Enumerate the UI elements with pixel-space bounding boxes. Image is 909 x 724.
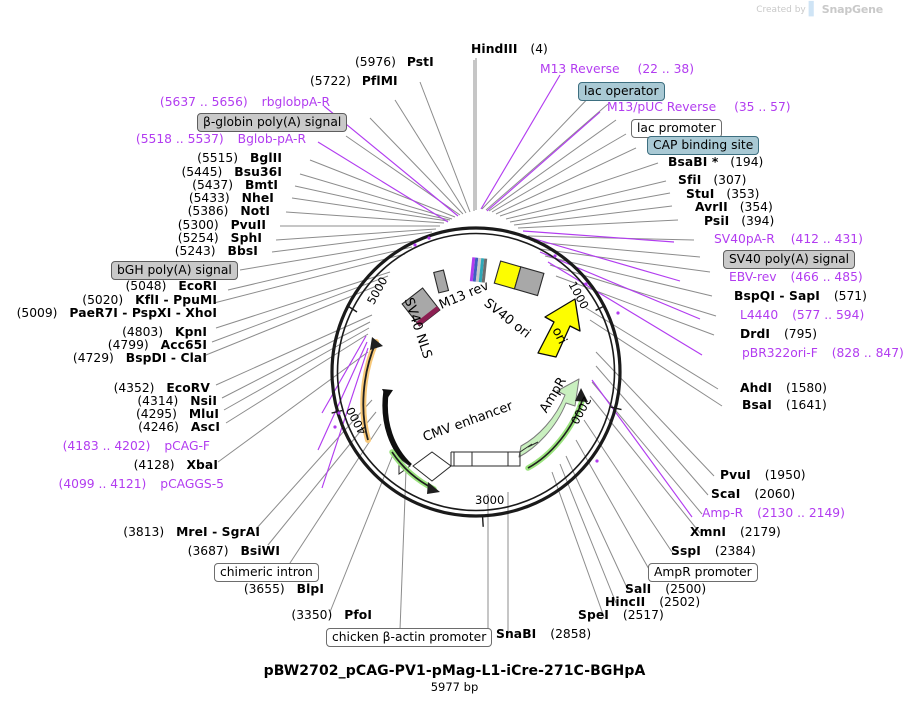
- label-PvuI: PvuI (1950): [720, 468, 806, 482]
- plasmid-backbone: [330, 226, 622, 518]
- label-StuI: StuI (353): [686, 187, 760, 201]
- feature-sv40-ori-block: [493, 260, 545, 297]
- label-M13-Reverse: M13 Reverse (22 .. 38): [540, 62, 695, 76]
- label-SphI: (5254) SphI: [177, 231, 262, 245]
- label-rbglobpA-R: (5637 .. 5656) rbglobpA-R: [159, 95, 330, 109]
- label-HindIII: HindIII (4): [471, 42, 548, 56]
- label-NotI: (5386) NotI: [187, 204, 270, 218]
- feature-ampr: [518, 378, 588, 471]
- snapgene-logo-icon: ▌: [808, 2, 819, 17]
- scale-ticks: [331, 304, 622, 527]
- feature-box-sv40-polyA-signal: SV40 poly(A) signal: [723, 250, 856, 269]
- feature-box-chimeric-intron: chimeric intron: [214, 563, 319, 582]
- feature-box-cap-binding-site: CAP binding site: [647, 136, 760, 155]
- label-PfoI: (3350) PfoI: [291, 608, 372, 622]
- label-MluI: (4295) MluI: [136, 407, 219, 421]
- plasmid-size: 5977 bp: [430, 680, 479, 694]
- label-BsiWI: (3687) BsiWI: [187, 544, 280, 558]
- label-pBR322ori-F: pBR322ori-F (828 .. 847): [742, 346, 904, 360]
- label-pCAG-F: (4183 .. 4202) pCAG-F: [62, 439, 210, 453]
- label-NheI: (5433) NheI: [188, 191, 274, 205]
- watermark-prefix: Created by: [756, 4, 806, 15]
- feature-box-lac-operator: lac operator: [578, 82, 665, 101]
- feature-box-ampr-promoter: AmpR promoter: [648, 563, 758, 582]
- label-SV40pA-R: SV40pA-R (412 .. 431): [714, 232, 863, 246]
- label-PstI: (5976) PstI: [355, 55, 434, 69]
- feature-promoter-line: [398, 441, 539, 482]
- label-Amp-R: Amp-R (2130 .. 2149): [702, 506, 845, 520]
- label-Bglob-pA-R: (5518 .. 5537) Bglob-pA-R: [135, 132, 306, 146]
- label-SalI: SalI (2500): [625, 582, 707, 596]
- snapgene-watermark: Created by ▌ SnapGene: [756, 3, 883, 16]
- feature-arrow-green-left: [389, 449, 440, 494]
- label-KpnI: (4803) KpnI: [122, 325, 207, 339]
- label-BglII: (5515) BglII: [197, 151, 282, 165]
- label-HincII: HincII (2502): [605, 595, 701, 609]
- label-BsaI: BsaI (1641): [742, 398, 827, 412]
- feature-box-bgh-polyA-signal: bGH poly(A) signal: [111, 261, 238, 280]
- label-PaeR7I-PspXI-XhoI: (5009) PaeR7I - PspXI - XhoI: [16, 306, 217, 320]
- label-AvrII: AvrII (354): [695, 200, 773, 214]
- label-NsiI: (4314) NsiI: [137, 394, 217, 408]
- label-BlpI: (3655) BlpI: [243, 582, 324, 596]
- label-ScaI: ScaI (2060): [711, 487, 796, 501]
- scale-tick-3000: 3000: [475, 493, 505, 507]
- label-XmnI: XmnI (2179): [690, 525, 781, 539]
- feature-mcs-bars: [469, 257, 488, 283]
- label-EcoRV: (4352) EcoRV: [113, 381, 210, 395]
- label-BspQI-SapI: BspQI - SapI (571): [734, 289, 867, 303]
- feature-box-beta-globin-polyA-signal: β-globin poly(A) signal: [197, 113, 348, 132]
- label-SpeI: SpeI (2517): [578, 608, 664, 622]
- label-BspDI-ClaI: (4729) BspDI - ClaI: [72, 351, 207, 365]
- label-SnaBI: SnaBI (2858): [496, 627, 592, 641]
- label-pCAGGS-5: (4099 .. 4121) pCAGGS-5: [58, 477, 224, 491]
- label-SfiI: SfiI (307): [678, 173, 747, 187]
- label-PflMI: (5722) PflMI: [310, 74, 398, 88]
- label-MreI-SgrAI: (3813) MreI - SgrAI: [123, 525, 260, 539]
- label-Bsu36I: (5445) Bsu36I: [181, 165, 282, 179]
- label-DrdI: DrdI (795): [740, 327, 818, 341]
- label-EcoRI: (5048) EcoRI: [125, 279, 217, 293]
- feature-cmv-enhancer: [382, 389, 412, 468]
- label-BmtI: (5437) BmtI: [192, 178, 278, 192]
- primer-ticks: [333, 236, 620, 463]
- feature-box-chicken-beta-actin-promoter: chicken β-actin promoter: [326, 628, 493, 647]
- watermark-brand: SnapGene: [821, 3, 883, 16]
- label-XbaI: (4128) XbaI: [133, 458, 218, 472]
- label-AscI: (4246) AscI: [138, 420, 220, 434]
- leader-lines-primer: [317, 74, 703, 518]
- feature-arrow-orange-left: [360, 337, 383, 443]
- feature-m13rev-block: [433, 269, 450, 294]
- label-BbsI: (5243) BbsI: [174, 244, 258, 258]
- label-EBV-rev: EBV-rev (466 .. 485): [729, 270, 863, 284]
- label-BsaBI: BsaBI * (194): [668, 155, 764, 169]
- label-M13-pUC-Reverse: M13/pUC Reverse (35 .. 57): [607, 100, 791, 114]
- label-KflI-PpuMI: (5020) KflI - PpuMI: [82, 293, 217, 307]
- label-PvuII: (5300) PvuII: [177, 218, 266, 232]
- label-SspI: SspI (2384): [671, 544, 756, 558]
- plasmid-title: pBW2702_pCAG-PV1-pMag-L1-iCre-271C-BGHpA: [263, 663, 646, 679]
- feature-ori: [537, 298, 581, 358]
- label-L4440: L4440 (577 .. 594): [740, 308, 865, 322]
- feature-sv40-nls-block: [401, 287, 441, 327]
- label-AhdI: AhdI (1580): [740, 381, 827, 395]
- label-Acc65I: (4799) Acc65I: [107, 338, 207, 352]
- label-PsiI: PsiI (394): [704, 214, 775, 228]
